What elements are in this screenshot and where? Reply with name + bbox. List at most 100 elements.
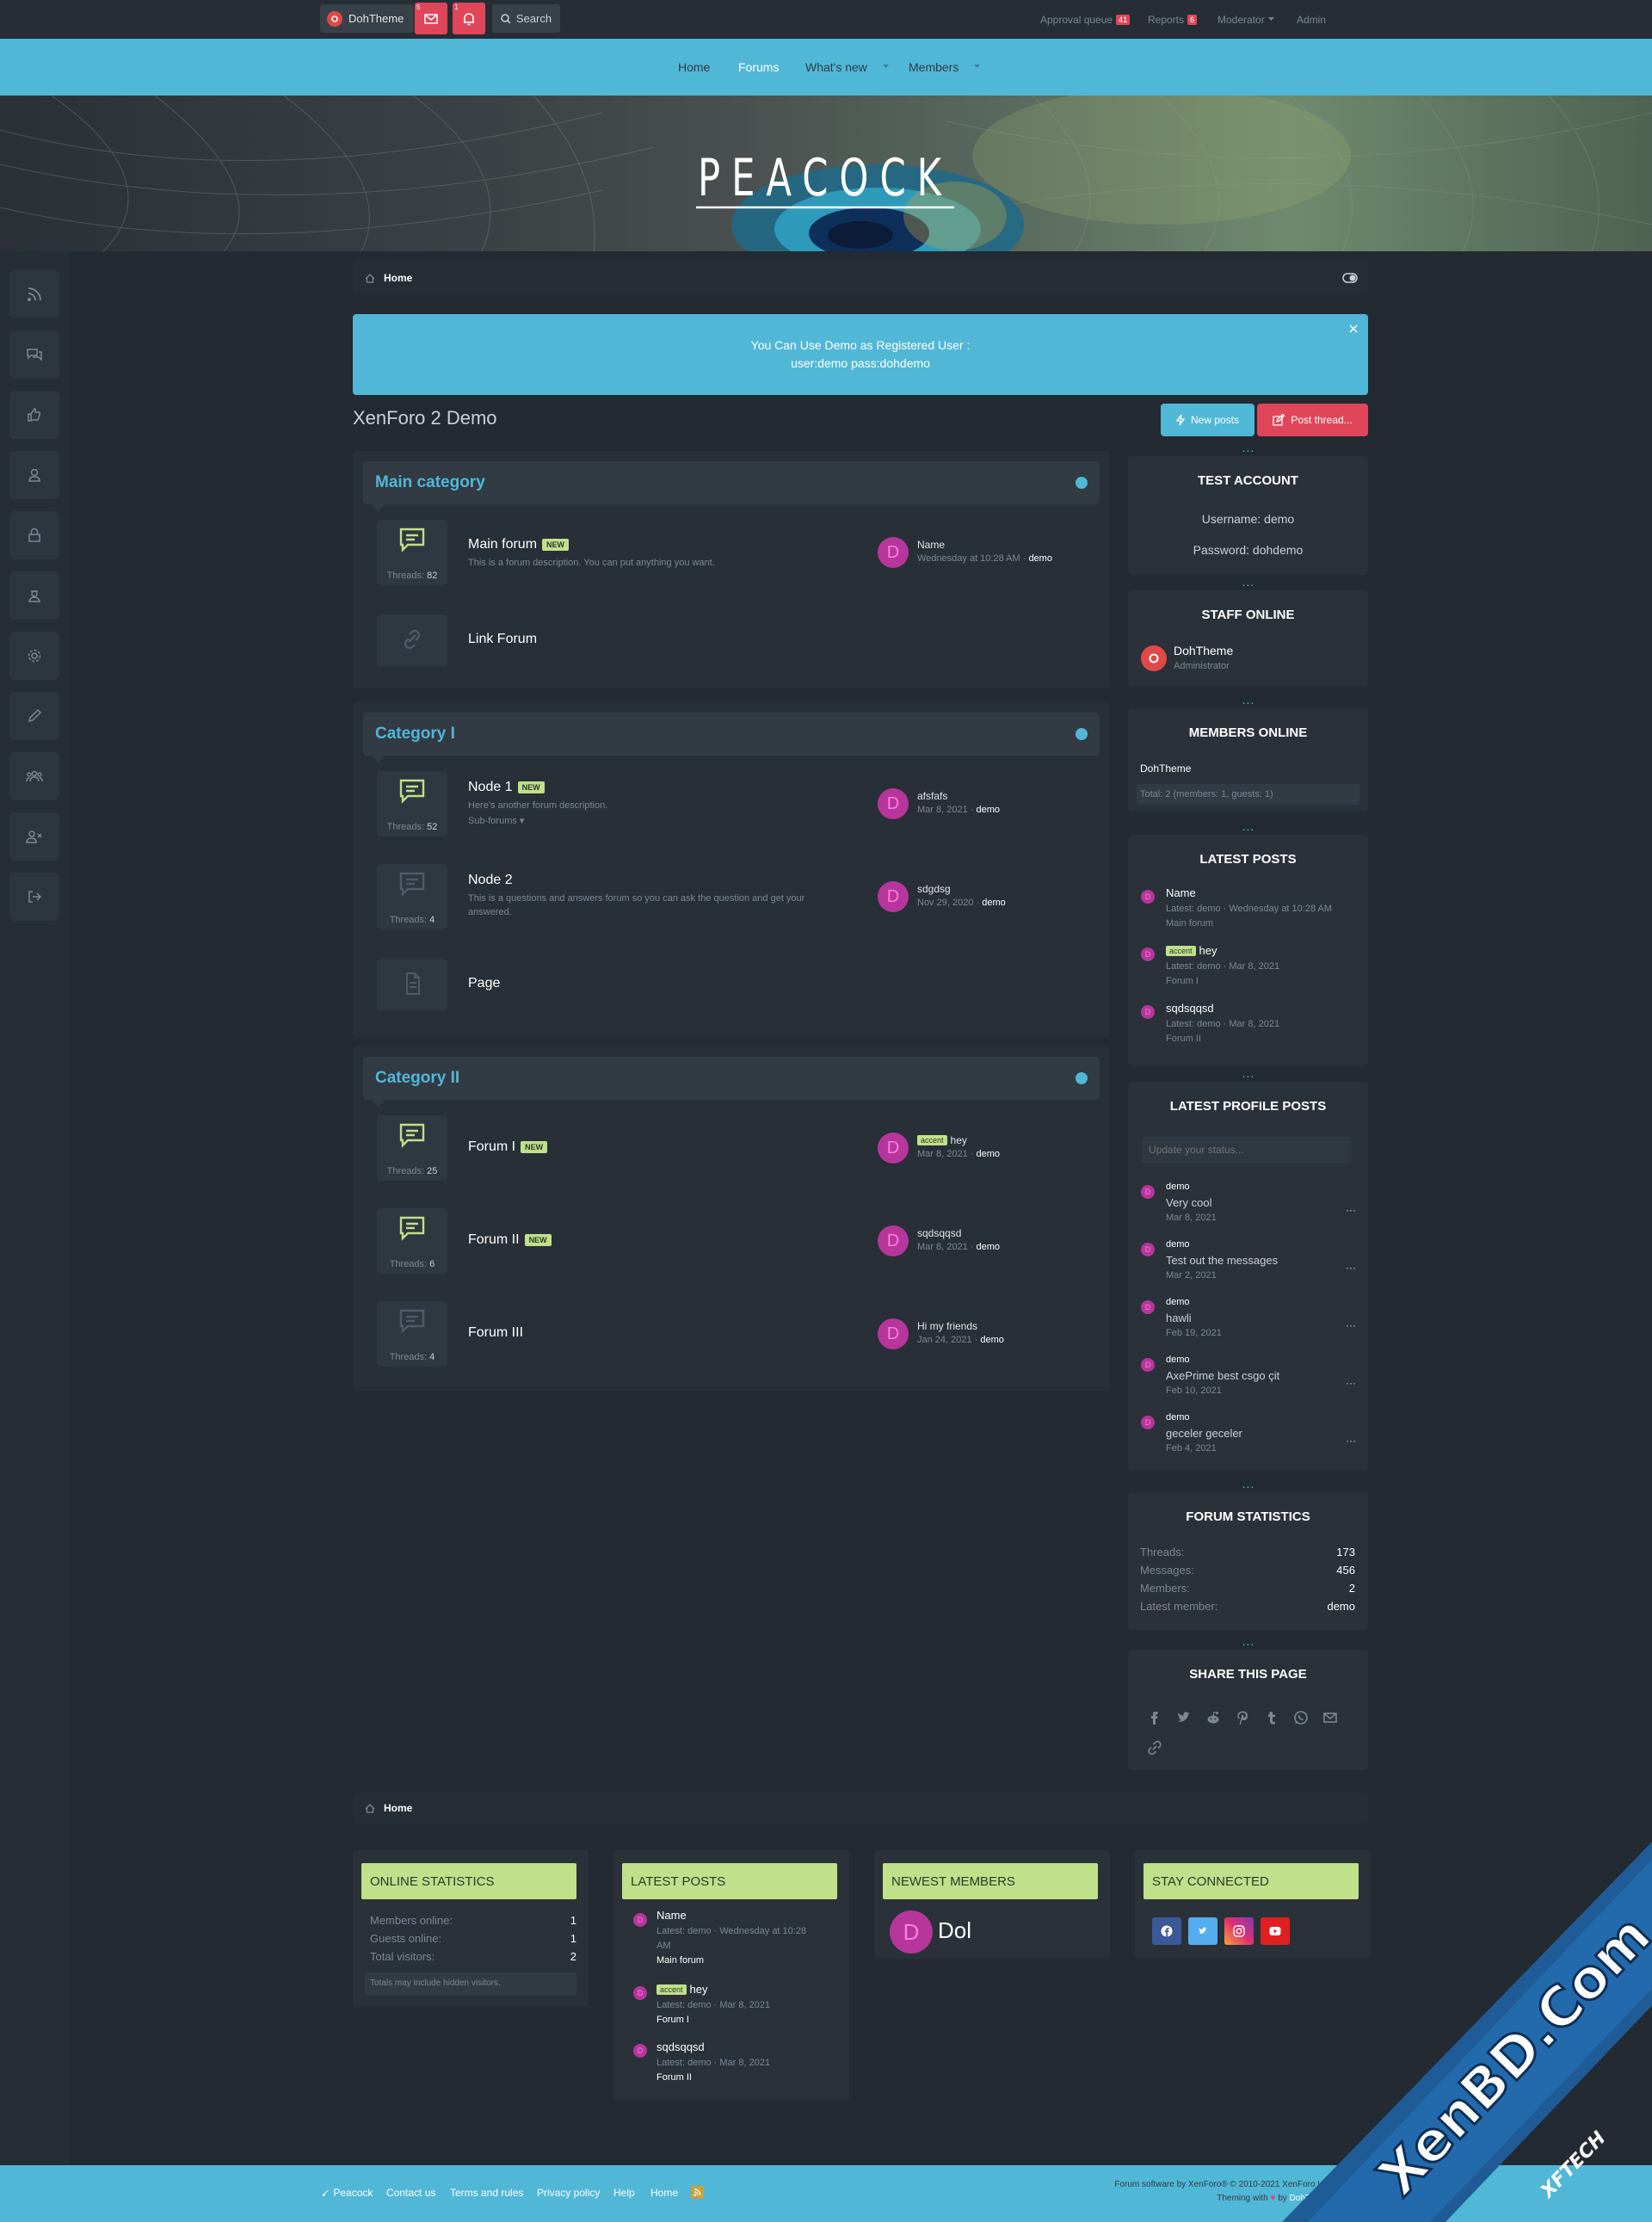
avatar[interactable]: D: [878, 1133, 909, 1163]
staff-name[interactable]: DohTheme: [1174, 644, 1234, 657]
latest-post-title[interactable]: Name: [656, 1909, 687, 1922]
side-account-button[interactable]: [9, 451, 59, 499]
last-post-title[interactable]: sqdsqqsd: [917, 1227, 962, 1239]
newest-member-name[interactable]: Dol: [938, 1917, 972, 1943]
category-header[interactable]: Category II: [363, 1057, 1100, 1100]
search-button[interactable]: Search: [492, 4, 560, 33]
footer-help-link[interactable]: Help: [613, 2187, 635, 2199]
avatar[interactable]: D: [878, 788, 909, 819]
last-post-title[interactable]: afsfafs: [917, 790, 948, 802]
latest-post-title[interactable]: Name: [1166, 886, 1196, 899]
more-options-icon[interactable]: ···: [1346, 1377, 1356, 1389]
side-logout-button[interactable]: [9, 873, 59, 921]
instagram-link[interactable]: [1224, 1917, 1254, 1945]
avatar[interactable]: D: [1141, 1005, 1155, 1019]
more-options-icon[interactable]: ···: [1346, 1204, 1356, 1216]
avatar[interactable]: D: [878, 537, 909, 568]
category-header[interactable]: Category I: [363, 713, 1100, 756]
breadcrumb-home[interactable]: Home: [384, 1802, 413, 1814]
profile-post-user[interactable]: demo: [1166, 1412, 1190, 1423]
nav-home[interactable]: Home: [678, 39, 710, 96]
more-options-icon[interactable]: ···: [1346, 1435, 1356, 1447]
side-signature-button[interactable]: [9, 692, 59, 740]
reports-link[interactable]: Reports 6: [1148, 0, 1198, 39]
last-post-title[interactable]: accent hey: [917, 1134, 967, 1146]
category-title[interactable]: Main category: [375, 473, 485, 491]
inbox-button[interactable]: 5: [415, 3, 447, 34]
latest-member-link[interactable]: demo: [1327, 1600, 1355, 1613]
forum-title[interactable]: Forum I NEW: [468, 1139, 548, 1155]
new-posts-button[interactable]: New posts: [1161, 404, 1254, 436]
forum-node[interactable]: Threads: 4 Node 2 This is a questions an…: [363, 864, 1100, 943]
twitter-icon[interactable]: [1176, 1710, 1192, 1725]
footer-style-link[interactable]: Peacock: [322, 2187, 373, 2199]
profile-post-user[interactable]: demo: [1166, 1297, 1190, 1307]
post-thread-button[interactable]: Post thread...: [1257, 404, 1368, 436]
latest-post-title[interactable]: sqdsqqsd: [656, 2040, 705, 2053]
moderator-menu[interactable]: Moderator: [1217, 0, 1274, 39]
latest-post-title[interactable]: accent hey: [656, 1983, 708, 1996]
last-post-title[interactable]: Hi my friends: [917, 1320, 978, 1332]
nav-whats-new[interactable]: What's new: [805, 39, 890, 96]
facebook-link[interactable]: [1152, 1917, 1181, 1945]
breadcrumb-home[interactable]: Home: [384, 272, 413, 284]
avatar[interactable]: D: [890, 1910, 933, 1954]
latest-post-title[interactable]: sqdsqqsd: [1166, 1002, 1214, 1015]
link-forum-node[interactable]: Link Forum: [363, 606, 1100, 685]
forum-title[interactable]: Page: [468, 976, 501, 991]
forum-node[interactable]: Threads: 82 Main forum NEW This is a foru…: [363, 520, 1100, 599]
avatar[interactable]: D: [878, 881, 909, 912]
site-logo[interactable]: PEACOCK: [694, 140, 956, 211]
avatar[interactable]: D: [1141, 1416, 1155, 1429]
collapse-toggle-icon[interactable]: [1076, 728, 1088, 740]
category-title[interactable]: Category II: [375, 1069, 460, 1087]
last-post[interactable]: D afsfafs Mar 8, 2021 · demo: [878, 788, 1093, 823]
avatar[interactable]: D: [633, 1913, 647, 1927]
forum-title[interactable]: Node 1 NEW: [468, 780, 545, 795]
profile-post-user[interactable]: demo: [1166, 1182, 1190, 1192]
forum-title[interactable]: Main forum NEW: [468, 537, 570, 552]
online-member-link[interactable]: DohTheme: [1140, 762, 1192, 775]
collapse-toggle-icon[interactable]: [1076, 477, 1088, 489]
category-header[interactable]: Main category: [363, 461, 1100, 504]
category-title[interactable]: Category I: [375, 725, 455, 743]
side-rss-button[interactable]: [9, 270, 59, 318]
footer-rss-link[interactable]: [691, 2186, 704, 2199]
avatar[interactable]: D: [1141, 947, 1155, 961]
more-options-icon[interactable]: ···: [1346, 1319, 1356, 1331]
last-post[interactable]: D Hi my friends Jan 24, 2021 · demo: [878, 1318, 1093, 1353]
page-node[interactable]: Page: [363, 955, 1100, 1034]
email-icon[interactable]: [1322, 1710, 1338, 1725]
reddit-icon[interactable]: [1205, 1710, 1221, 1725]
forum-title[interactable]: Forum II NEW: [468, 1232, 552, 1248]
latest-post-title[interactable]: accent hey: [1166, 944, 1217, 957]
profile-post-user[interactable]: demo: [1166, 1355, 1190, 1365]
last-post-title[interactable]: sdgdsg: [917, 883, 951, 895]
forum-node[interactable]: Threads: 6 Forum II NEW D sqdsqqsd Mar 8,…: [363, 1208, 1100, 1287]
side-messages-button[interactable]: [9, 330, 59, 379]
pinterest-icon[interactable]: [1235, 1710, 1250, 1725]
avatar[interactable]: D: [1141, 1243, 1155, 1256]
link-icon[interactable]: [1147, 1740, 1162, 1756]
admin-link[interactable]: Admin: [1297, 0, 1326, 39]
twitter-link[interactable]: [1188, 1917, 1217, 1945]
last-post[interactable]: D Name Wednesday at 10:28 AM · demo: [878, 537, 1093, 571]
footer-home-link[interactable]: Home: [650, 2187, 679, 2199]
facebook-icon[interactable]: [1147, 1710, 1162, 1725]
avatar[interactable]: D: [633, 2044, 647, 2058]
avatar[interactable]: D: [1141, 1185, 1155, 1199]
footer-privacy-link[interactable]: Privacy policy: [537, 2187, 601, 2199]
forum-node[interactable]: Threads: 4 Forum III D Hi my friends Jan…: [363, 1301, 1100, 1380]
status-input[interactable]: [1142, 1137, 1352, 1163]
avatar[interactable]: [1141, 645, 1167, 671]
side-ignoring-button[interactable]: [9, 812, 59, 861]
close-icon[interactable]: [1349, 324, 1358, 333]
forum-node[interactable]: Threads: 52 Node 1 NEW Here's another for…: [363, 771, 1100, 850]
side-security-button[interactable]: [9, 571, 59, 620]
alerts-button[interactable]: 1: [453, 3, 485, 34]
side-following-button[interactable]: [9, 752, 59, 800]
avatar[interactable]: D: [633, 1986, 647, 2000]
collapse-toggle-icon[interactable]: [1076, 1072, 1088, 1084]
forum-title[interactable]: Forum III: [468, 1325, 524, 1340]
last-post[interactable]: D sqdsqqsd Mar 8, 2021 · demo: [878, 1225, 1093, 1260]
